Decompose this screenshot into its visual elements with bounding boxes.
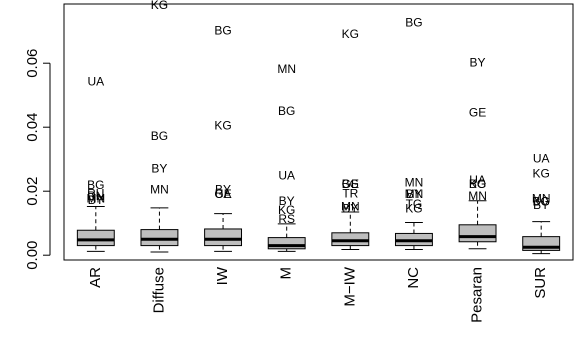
outlier-label: UA [87,75,104,89]
outlier-label: MN [86,191,105,205]
outlier-label: MN [150,183,169,197]
category-label: SUR [532,267,549,299]
outlier-label: MN [532,191,551,205]
y-tick-label: 0.06 [24,49,41,78]
outlier-label: KG [469,177,486,191]
outlier-label: MN [405,175,424,189]
outlier-label: BG [214,23,231,37]
outlier-label: MN [341,199,360,213]
y-axis-ticks: 0.00 0.02 0.04 0.06 [24,49,50,270]
outlier-label: RS [278,212,295,226]
category-label: M [278,267,295,280]
outlier-label: KG [151,0,168,12]
category-label: Diffuse [150,267,167,313]
iqr-box [76,229,115,247]
outlier-label: GE [214,187,231,201]
outlier-label: BY [406,187,422,201]
outlier-label: KG [214,119,231,133]
box-1: KG BG BY MN [140,0,179,253]
outlier-label: KG [533,195,550,209]
y-tick-label: 0.00 [24,241,41,270]
iqr-box [331,232,370,247]
outlier-label: GE [342,177,359,191]
outlier-label: BY [88,193,104,207]
iqr-box [267,237,306,250]
category-label: IW [214,266,231,285]
y-tick-label: 0.04 [24,113,41,142]
outlier-label: BY [279,194,295,208]
outlier-label: BY [533,198,549,212]
outlier-label: UA [215,187,232,201]
category-label: Pesaran [469,267,486,323]
outlier-label: BG [151,129,168,143]
outlier-label: RU [87,187,104,201]
outlier-label: KG [342,27,359,41]
outlier-label: GE [469,106,486,120]
category-label: AR [87,267,104,288]
outlier-label: TG [406,197,423,211]
iqr-box [140,229,179,247]
box-group: UABGRURNMNBYKGBGBYMNBGKGBYUAGEMNBGUABYKG… [76,0,561,255]
outlier-label: BY [342,202,358,216]
outlier-label: BY [470,55,486,69]
outlier-label: BG [278,104,295,118]
outlier-label: BG [469,177,486,191]
outlier-label: UA [278,168,295,182]
outlier-label: BG [342,177,359,191]
outlier-label: KG [533,167,550,181]
y-tick-label: 0.02 [24,177,41,206]
outlier-label: TR [342,187,358,201]
category-label: NC [405,267,422,289]
outlier-label: BY [215,182,231,196]
outlier-label: MN [468,189,487,203]
outlier-label: MN [405,187,424,201]
outlier-label: KG [278,203,295,217]
outlier-label: KG [405,202,422,216]
iqr-box [204,228,243,247]
outlier-label: RN [87,189,104,203]
outlier-label: BY [151,162,167,176]
category-label: M−IW [341,266,358,306]
outlier-label: UA [533,151,550,165]
plot-frame [63,3,574,261]
outlier-label: BG [533,195,550,209]
outlier-label: UA [469,173,486,187]
outlier-label: BG [87,178,104,192]
iqr-box [458,224,497,243]
outlier-label: MN [277,62,296,76]
outlier-label: BG [405,15,422,29]
category-labels: AR Diffuse IW M M−IW NC Pesaran SUR [87,266,549,323]
